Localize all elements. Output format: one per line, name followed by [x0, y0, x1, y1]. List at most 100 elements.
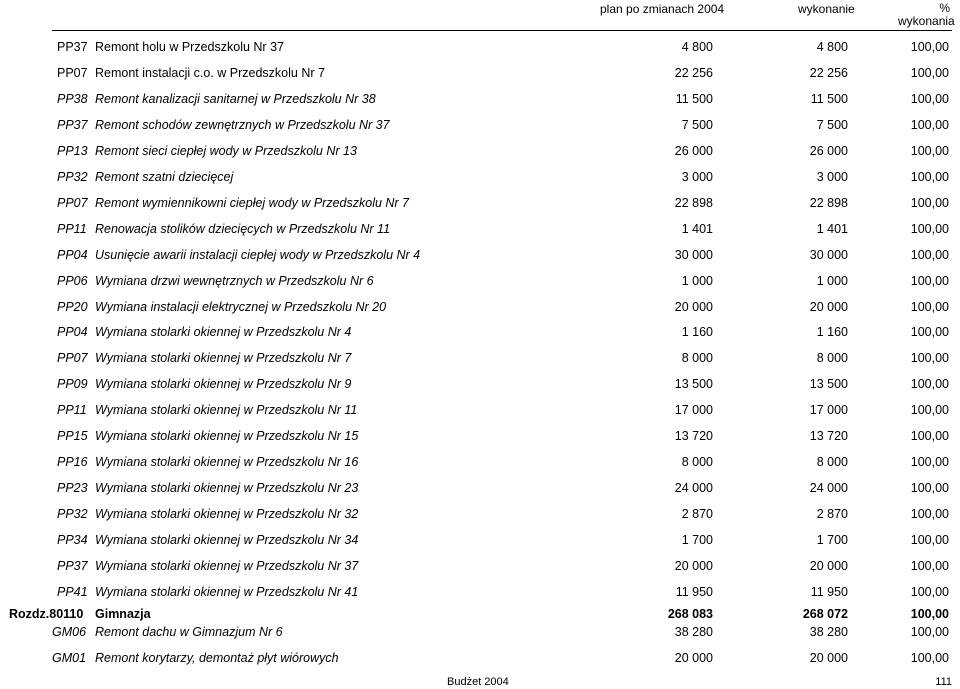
row-description: Remont kanalizacji sanitarnej w Przedszk… [95, 91, 376, 106]
row-description: Usunięcie awarii instalacji ciepłej wody… [95, 247, 421, 262]
row-description: Remont sieci ciepłej wody w Przedszkolu … [95, 143, 357, 158]
row-code: PP07 [57, 65, 88, 80]
row-description: Wymiana instalacji elektrycznej w Przeds… [95, 299, 387, 314]
footer-title: Budżet 2004 [447, 676, 509, 688]
row-description: Wymiana stolarki okiennej w Przedszkolu … [95, 377, 352, 392]
row-plan-value: 7 500 [681, 117, 713, 132]
table-row: PP15 Wymiana stolarki okiennej w Przedszk… [0, 429, 960, 445]
row-plan-value: 38 280 [674, 625, 713, 639]
row-percent-value: 100,00 [910, 65, 949, 80]
table-row: PP34 Wymiana stolarki okiennej w Przedszk… [0, 533, 960, 549]
row-execution-value: 7 500 [816, 117, 848, 132]
row-code: PP09 [57, 377, 88, 392]
row-code: PP04 [57, 325, 88, 340]
row-plan-value: 4 800 [681, 40, 713, 54]
row-execution-value: 1 000 [816, 273, 848, 288]
row-execution-value: 2 870 [816, 507, 848, 522]
row-plan-value: 22 256 [674, 65, 713, 80]
section-row: Rozdz.80110 Gimnazja 268 083 268 072 100,00 [0, 607, 960, 623]
row-percent-value: 100,00 [910, 351, 949, 366]
page-number: 111 [935, 676, 952, 688]
row-execution-value: 8 000 [816, 351, 848, 366]
row-code: PP11 [57, 221, 87, 236]
row-description: Remont holu w Przedszkolu Nr 37 [95, 40, 284, 54]
row-percent-value: 100,00 [910, 625, 949, 639]
table-row: PP32 Wymiana stolarki okiennej w Przedszk… [0, 507, 960, 523]
row-plan-value: 1 160 [681, 325, 713, 340]
table-row: PP37 Remont schodów zewnętrznych w Przeds… [0, 118, 960, 134]
row-code: PP32 [57, 507, 88, 522]
row-code: GM01 [52, 651, 87, 665]
table-row: PP13 Remont sieci ciepłej wody w Przedszk… [0, 144, 960, 160]
row-plan-value: 11 950 [675, 584, 713, 599]
row-code: PP13 [57, 143, 88, 158]
column-header-wykonanie: wykonanie [798, 2, 855, 16]
row-plan-value: 8 000 [681, 351, 713, 366]
row-code: PP16 [57, 455, 88, 470]
row-percent-value: 100,00 [910, 533, 949, 548]
row-plan-value: 20 000 [674, 559, 713, 573]
row-plan-value: 1 401 [681, 221, 713, 236]
row-plan-value: 8 000 [681, 455, 713, 470]
row-plan-value: 13 720 [674, 429, 713, 444]
row-description: Wymiana stolarki okiennej w Przedszkolu … [95, 584, 359, 599]
table-row: GM01 Remont korytarzy, demontaż płyt wiór… [0, 651, 960, 667]
row-code: PP06 [57, 273, 88, 288]
row-code: PP23 [57, 481, 88, 496]
row-execution-value: 1 700 [816, 533, 848, 548]
row-execution-value: 17 000 [809, 403, 848, 418]
row-execution-value: 3 000 [816, 169, 848, 184]
row-code: PP37 [57, 559, 88, 573]
table-row: PP09 Wymiana stolarki okiennej w Przedszk… [0, 377, 960, 393]
row-description: Wymiana drzwi wewnętrznych w Przedszkolu… [95, 273, 374, 288]
table-row: PP37 Remont holu w Przedszkolu Nr 37 4 800… [0, 40, 960, 56]
row-code: PP07 [57, 195, 88, 210]
row-execution-value: 8 000 [816, 455, 848, 470]
row-code: PP15 [57, 429, 88, 444]
row-execution-value: 20 000 [809, 651, 848, 665]
row-percent-value: 100,00 [910, 91, 949, 106]
table-row: PP16 Wymiana stolarki okiennej w Przedszk… [0, 455, 960, 471]
percent-symbol: % [939, 1, 950, 15]
row-description: Gimnazja [95, 607, 151, 621]
row-code: PP37 [57, 117, 88, 132]
table-row: PP23 Wymiana stolarki okiennej w Przedszk… [0, 481, 960, 497]
row-plan-value: 24 000 [674, 481, 713, 496]
row-execution-value: 1 160 [816, 325, 848, 340]
row-percent-value: 100,00 [910, 507, 949, 522]
column-header-plan: plan po zmianach 2004 [600, 2, 725, 16]
row-percent-value: 100,00 [910, 607, 949, 621]
row-code: Rozdz.80110 [9, 607, 84, 621]
row-description: Wymiana stolarki okiennej w Przedszkolu … [95, 429, 359, 444]
row-plan-value: 268 083 [667, 607, 713, 621]
table-row: PP07 Remont wymiennikowni ciepłej wody w … [0, 196, 960, 212]
table-row: PP41 Wymiana stolarki okiennej w Przedszk… [0, 585, 960, 601]
table-row: PP11 Renowacja stolików dziecięcych w Prz… [0, 222, 960, 238]
row-percent-value: 100,00 [910, 169, 949, 184]
row-percent-value: 100,00 [910, 651, 949, 665]
row-percent-value: 100,00 [910, 429, 949, 444]
row-percent-value: 100,00 [910, 403, 949, 418]
row-description: Wymiana stolarki okiennej w Przedszkolu … [95, 533, 359, 548]
row-plan-value: 11 500 [675, 91, 713, 106]
row-plan-value: 17 000 [674, 403, 713, 418]
row-execution-value: 22 256 [809, 65, 848, 80]
row-description: Wymiana stolarki okiennej w Przedszkolu … [95, 403, 358, 418]
row-execution-value: 38 280 [809, 625, 848, 639]
row-execution-value: 4 800 [816, 40, 848, 54]
row-execution-value: 20 000 [809, 559, 848, 573]
row-execution-value: 13 500 [809, 377, 848, 392]
row-plan-value: 13 500 [674, 377, 713, 392]
row-code: PP20 [57, 299, 88, 314]
table-row: PP32 Remont szatni dziecięcej 3 000 3 000 10… [0, 170, 960, 186]
row-description: Remont szatni dziecięcej [95, 169, 234, 184]
row-execution-value: 30 000 [809, 247, 848, 262]
row-percent-value: 100,00 [910, 377, 949, 392]
row-percent-value: 100,00 [910, 247, 949, 262]
table-row: PP38 Remont kanalizacji sanitarnej w Prze… [0, 92, 960, 108]
row-percent-value: 100,00 [910, 221, 949, 236]
row-plan-value: 30 000 [674, 247, 713, 262]
row-execution-value: 26 000 [809, 143, 848, 158]
table-row: PP04 Usunięcie awarii instalacji ciepłej … [0, 248, 960, 264]
table-row: PP04 Wymiana stolarki okiennej w Przedszk… [0, 325, 960, 341]
